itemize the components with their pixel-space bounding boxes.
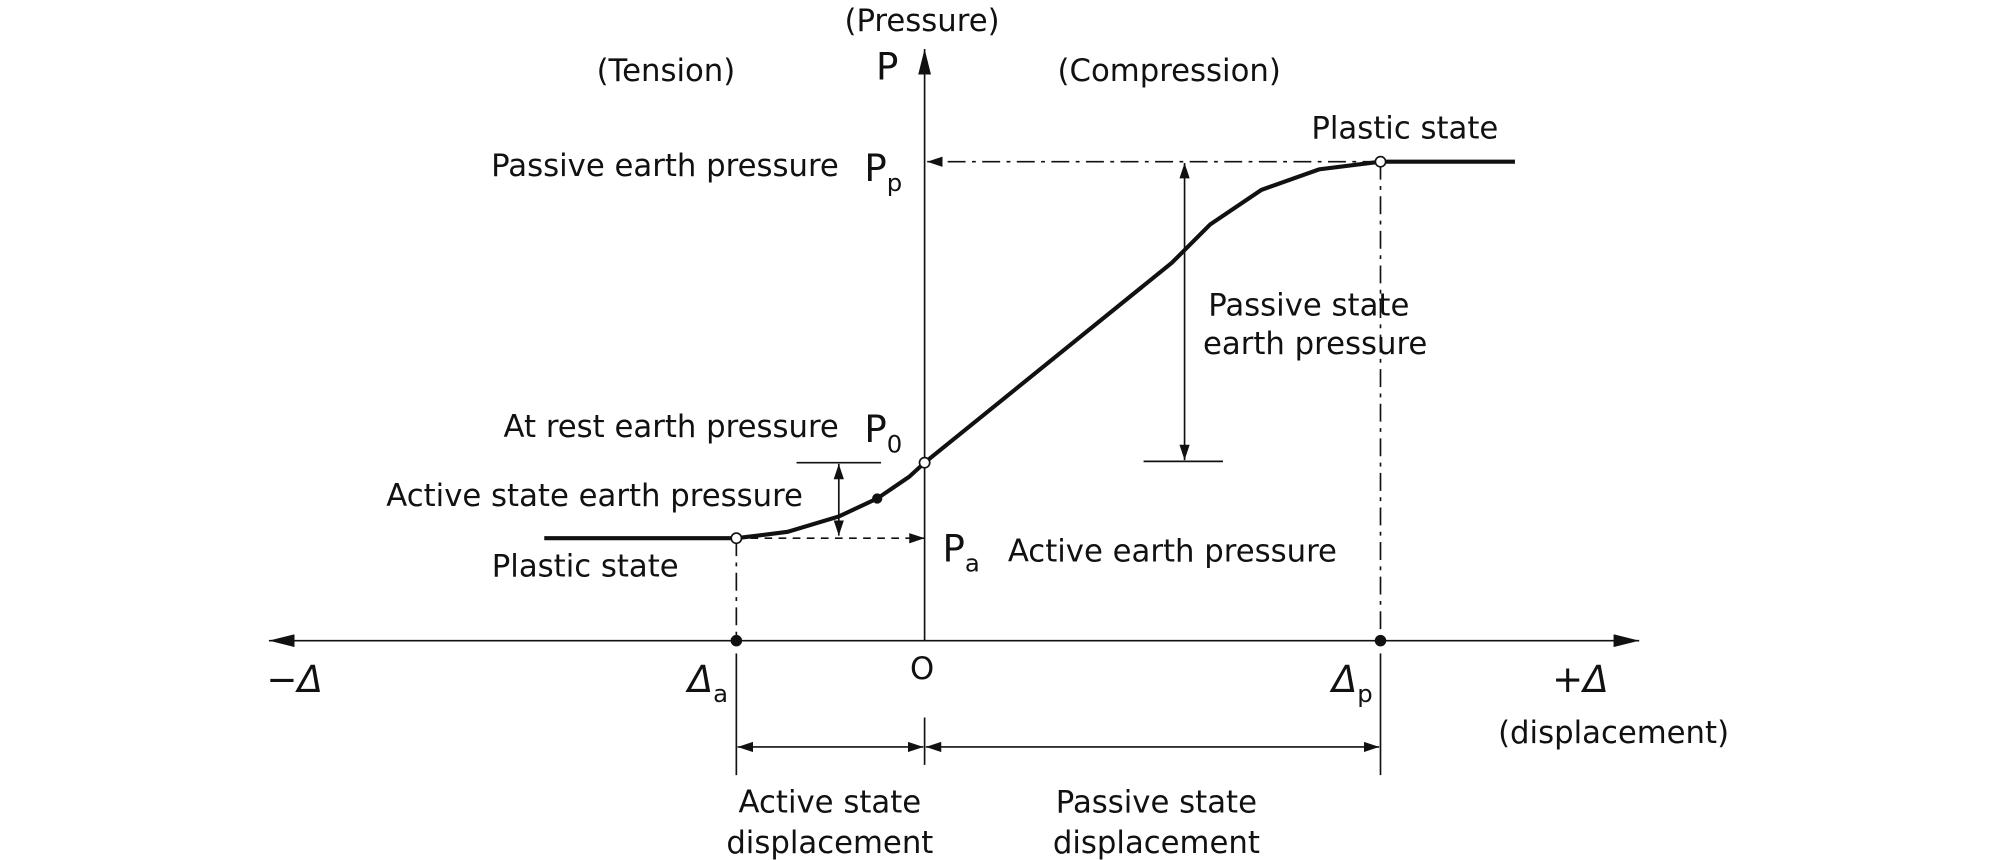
point bbox=[730, 634, 743, 647]
region-label: (Tension) bbox=[597, 53, 736, 89]
symbol: P0 bbox=[864, 408, 902, 458]
point bbox=[872, 493, 883, 504]
symbol: Δa bbox=[685, 658, 728, 708]
point bbox=[1374, 634, 1387, 647]
label: Passive state bbox=[1208, 287, 1409, 323]
label: Plastic state bbox=[1311, 111, 1498, 147]
symbol: Pp bbox=[864, 147, 902, 197]
symbol-sub: 0 bbox=[887, 429, 902, 458]
label: Active state bbox=[739, 784, 922, 820]
open-point bbox=[918, 456, 931, 469]
symbol: Pa bbox=[943, 527, 980, 577]
symbol-main: P bbox=[864, 408, 886, 451]
y-caption: (Pressure) bbox=[844, 3, 999, 39]
label: Passive state bbox=[1056, 784, 1257, 820]
open-point bbox=[1374, 155, 1387, 168]
symbol-main: Δ bbox=[685, 658, 713, 701]
label: Plastic state bbox=[492, 549, 679, 585]
symbol-main: Δ bbox=[1329, 658, 1357, 701]
origin-label: O bbox=[910, 651, 934, 687]
symbol: Δp bbox=[1329, 658, 1373, 708]
label: earth pressure bbox=[1203, 326, 1427, 362]
label: Passive earth pressure bbox=[491, 148, 839, 184]
label: Active state earth pressure bbox=[386, 478, 803, 514]
symbol-sub: a bbox=[713, 679, 728, 708]
symbol-sub: p bbox=[887, 168, 902, 197]
region-label: (Compression) bbox=[1058, 53, 1281, 89]
symbol-sub: p bbox=[1357, 679, 1372, 708]
symbol-main: P bbox=[943, 527, 965, 570]
open-point bbox=[730, 532, 743, 545]
symbol-sub: a bbox=[965, 549, 980, 578]
axis-label: +Δ bbox=[1552, 658, 1609, 701]
symbol-main: P bbox=[864, 147, 886, 190]
label: displacement bbox=[1053, 825, 1260, 860]
label: Active earth pressure bbox=[1008, 533, 1337, 569]
label: At rest earth pressure bbox=[504, 409, 839, 445]
axis-caption: (displacement) bbox=[1498, 715, 1729, 751]
axis-label: −Δ bbox=[266, 658, 323, 701]
y-label: P bbox=[876, 46, 898, 89]
label: displacement bbox=[726, 825, 933, 860]
